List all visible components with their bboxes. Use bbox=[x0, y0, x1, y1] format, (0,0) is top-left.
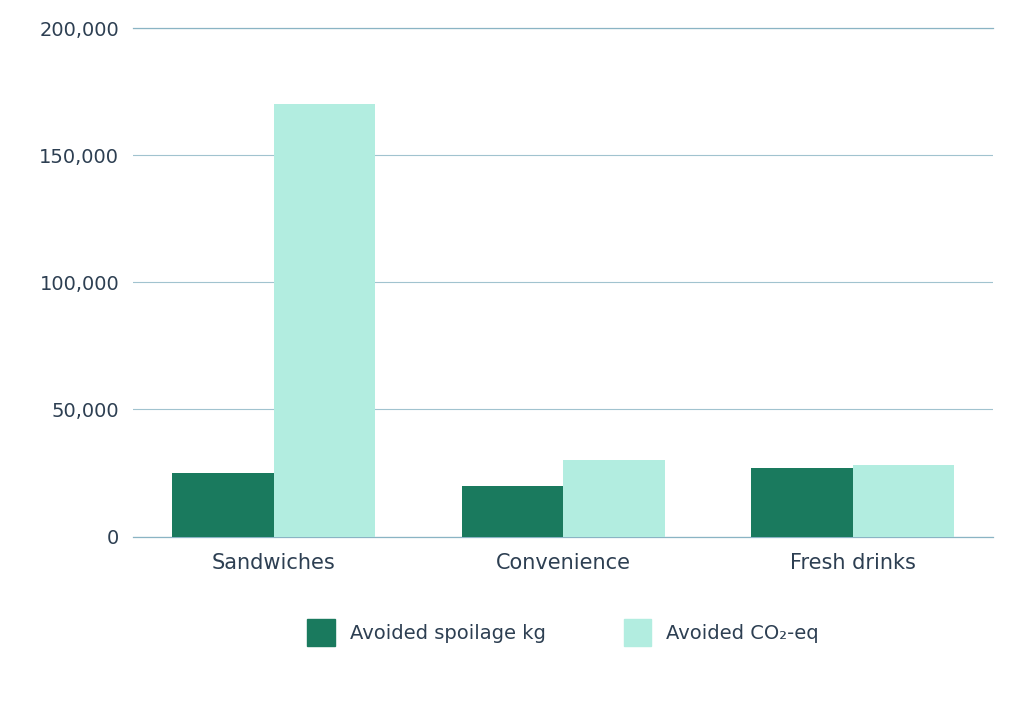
Bar bbox=[172, 473, 273, 537]
Legend: Avoided spoilage kg, Avoided CO₂-eq: Avoided spoilage kg, Avoided CO₂-eq bbox=[299, 611, 827, 654]
Bar bbox=[752, 468, 853, 537]
Bar bbox=[462, 486, 563, 537]
Bar bbox=[853, 465, 954, 537]
Bar bbox=[273, 104, 375, 537]
Bar bbox=[563, 460, 665, 537]
